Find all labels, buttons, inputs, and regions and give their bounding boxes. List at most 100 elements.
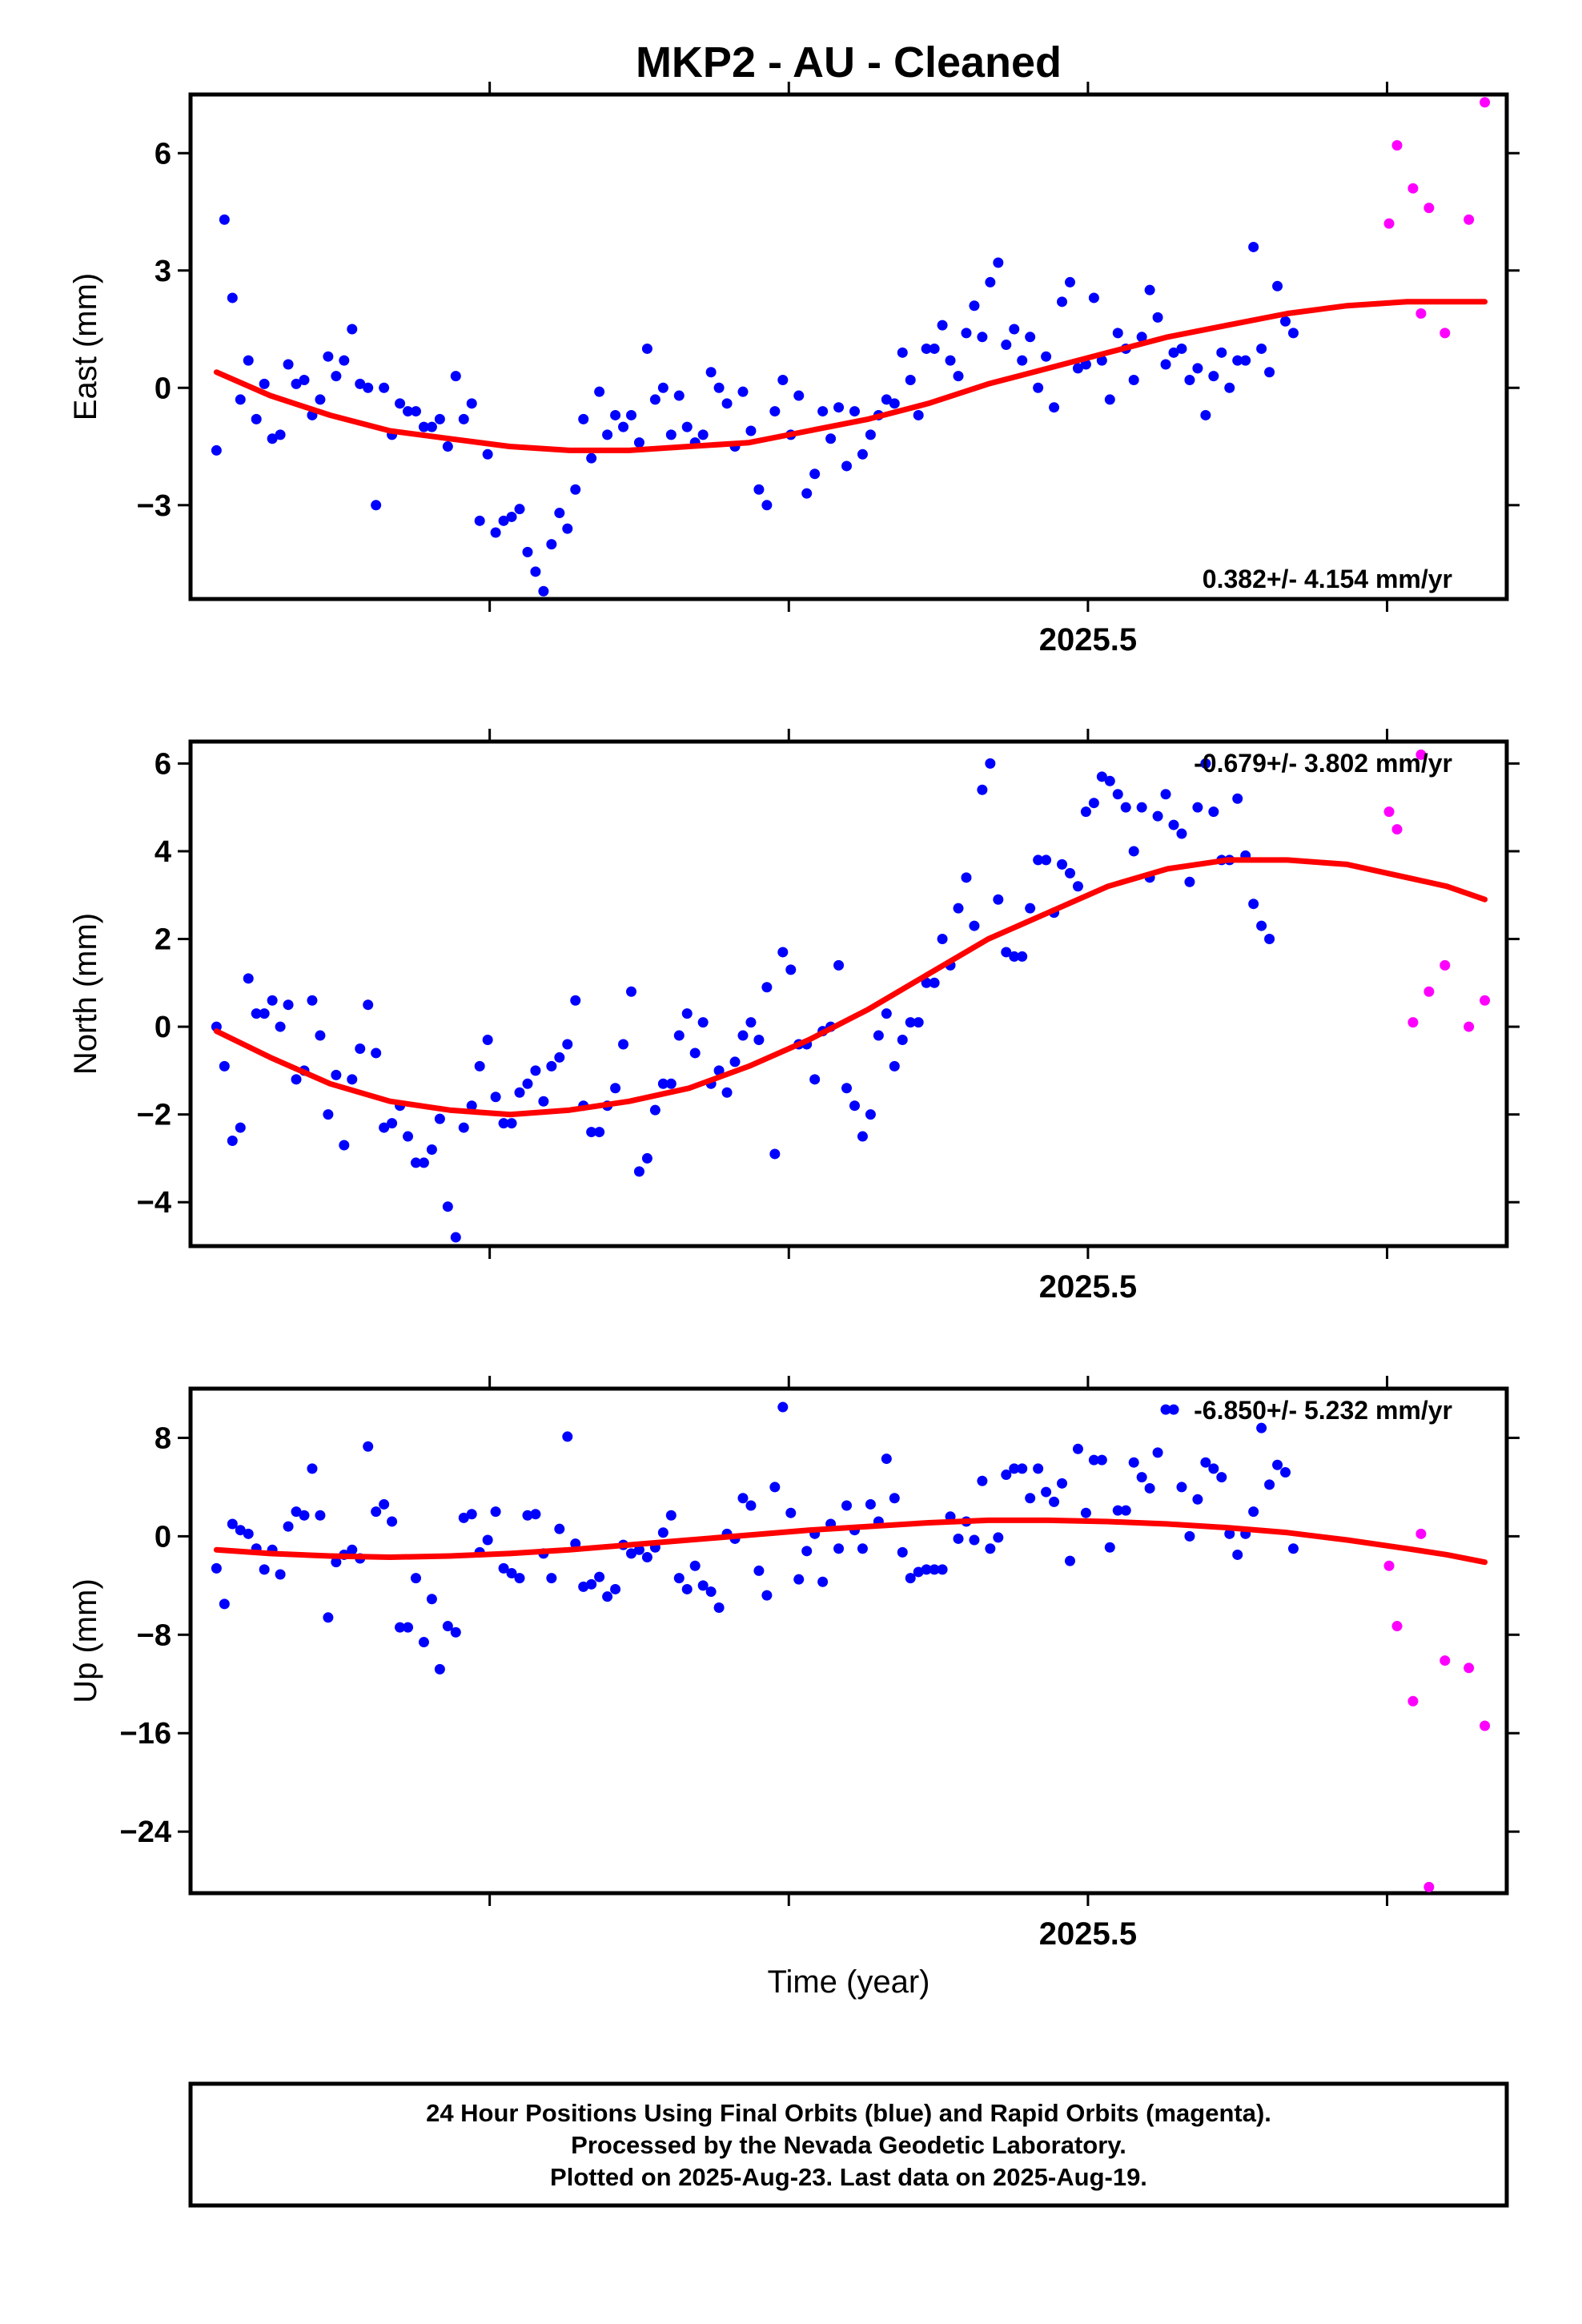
east-final-point — [243, 355, 254, 366]
north-rapid-point — [1480, 995, 1491, 1006]
up-final-point — [562, 1431, 573, 1442]
east-final-point — [833, 402, 845, 413]
up-final-point — [1096, 1454, 1107, 1466]
east-final-point — [705, 367, 717, 378]
up-final-point — [1128, 1457, 1139, 1468]
caption-box — [188, 2081, 1509, 2208]
north-final-point — [227, 1136, 238, 1147]
north-ytick-label: −4 — [137, 1186, 171, 1220]
up-final-point — [1216, 1472, 1227, 1483]
north-final-point — [1184, 876, 1195, 887]
north-final-point — [1072, 881, 1083, 892]
north-final-point — [1128, 846, 1139, 857]
north-final-point — [538, 1096, 549, 1107]
north-final-point — [1088, 798, 1099, 809]
north-final-point — [347, 1074, 358, 1085]
east-final-point — [961, 328, 972, 339]
caption-line-3: Plotted on 2025-Aug-23. Last data on 202… — [550, 2163, 1147, 2191]
east-final-point — [259, 378, 270, 389]
x-axis-label: Time (year) — [768, 1964, 930, 2000]
north-final-point — [610, 1083, 621, 1094]
up-final-point — [929, 1564, 940, 1575]
east-final-point — [379, 382, 390, 393]
up-final-point — [777, 1401, 789, 1413]
east-final-point — [641, 343, 652, 354]
east-final-point — [633, 437, 644, 448]
up-final-point — [857, 1543, 868, 1554]
up-final-point — [291, 1506, 302, 1518]
east-rapid-point — [1391, 139, 1403, 151]
east-final-point — [530, 566, 541, 577]
east-final-point — [673, 390, 685, 401]
north-final-point — [1096, 771, 1107, 782]
up-final-point — [745, 1500, 757, 1511]
east-final-point — [395, 398, 406, 409]
north-final-point — [275, 1021, 286, 1032]
up-rapid-point — [1407, 1695, 1419, 1707]
east-final-point — [1168, 347, 1179, 358]
east-final-point — [1264, 367, 1275, 378]
north-final-point — [1160, 789, 1171, 800]
up-final-point — [753, 1565, 765, 1576]
north-final-point — [434, 1113, 445, 1124]
north-final-point — [633, 1166, 644, 1177]
up-plot-area — [211, 1401, 1491, 1892]
east-final-point — [211, 444, 222, 456]
east-final-point — [937, 320, 948, 331]
up-final-point — [498, 1562, 509, 1574]
east-final-point — [1049, 402, 1060, 413]
up-final-point — [769, 1482, 781, 1493]
up-final-point — [418, 1637, 429, 1648]
north-fit-line — [213, 857, 1488, 1118]
east-final-point — [1136, 332, 1147, 343]
east-final-point — [945, 355, 956, 366]
north-final-point — [267, 995, 278, 1006]
up-final-point — [657, 1527, 669, 1538]
north-final-point — [1152, 810, 1163, 822]
north-final-point — [418, 1157, 429, 1168]
north-final-point — [961, 872, 972, 883]
east-final-point — [1017, 355, 1028, 366]
east-final-point — [1041, 351, 1052, 362]
east-final-point — [1152, 312, 1163, 323]
up-final-point — [1184, 1530, 1195, 1542]
north-final-point — [1112, 789, 1123, 800]
up-final-point — [307, 1463, 318, 1474]
up-final-point — [1272, 1459, 1283, 1470]
north-final-point — [969, 920, 980, 931]
east-ytick-label: 3 — [155, 255, 171, 288]
east-final-point — [482, 448, 493, 460]
east-final-point — [602, 429, 613, 440]
up-final-point — [1104, 1542, 1115, 1553]
east-final-point — [1232, 355, 1243, 366]
east-final-point — [1240, 355, 1251, 366]
north-final-point — [259, 1008, 270, 1019]
east-final-point — [267, 433, 278, 444]
up-final-point — [1280, 1466, 1291, 1478]
north-final-point — [387, 1118, 398, 1129]
east-final-point — [977, 332, 988, 343]
east-final-point — [921, 343, 932, 354]
up-final-point — [219, 1598, 230, 1610]
east-final-point — [227, 292, 238, 304]
up-final-point — [697, 1580, 709, 1591]
north-final-point — [921, 977, 932, 988]
up-final-point — [347, 1544, 358, 1555]
east-final-point — [753, 484, 765, 495]
up-final-point — [1144, 1482, 1155, 1494]
east-final-point — [514, 504, 525, 515]
up-final-point — [1041, 1486, 1052, 1498]
north-final-point — [522, 1078, 533, 1089]
north-rapid-point — [1407, 1017, 1419, 1028]
north-final-point — [379, 1122, 390, 1133]
up-final-point — [594, 1571, 605, 1582]
up-final-point — [602, 1591, 613, 1602]
up-final-point — [993, 1532, 1004, 1543]
north-final-point — [1192, 802, 1203, 813]
up-final-point — [522, 1510, 533, 1521]
up-final-point — [283, 1521, 294, 1532]
up-final-point — [1192, 1494, 1203, 1505]
north-final-point — [889, 1060, 900, 1072]
up-final-point — [530, 1509, 541, 1520]
up-final-point — [554, 1523, 565, 1534]
